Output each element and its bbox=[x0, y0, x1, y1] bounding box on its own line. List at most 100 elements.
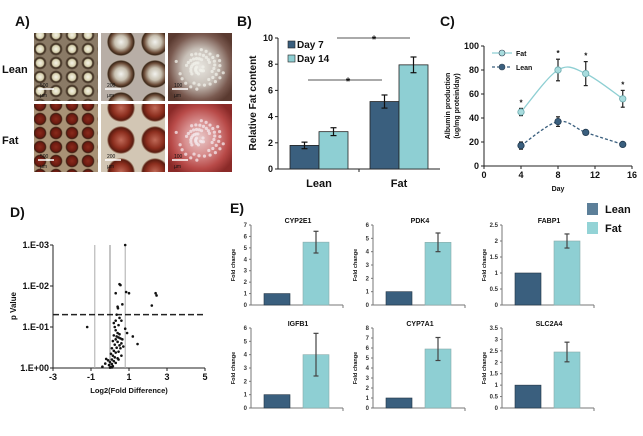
y-axis-label: Fold change bbox=[353, 352, 359, 384]
texture-speck bbox=[190, 72, 194, 76]
scale-bar-unit: µm bbox=[107, 93, 114, 99]
texture-speck bbox=[207, 60, 212, 65]
x-axis-label: Day bbox=[552, 186, 565, 193]
texture-speck bbox=[217, 130, 222, 134]
panel-label-a: A) bbox=[15, 13, 30, 29]
texture-speck bbox=[214, 72, 218, 76]
bar-fat-day14 bbox=[398, 64, 429, 170]
texture-speck bbox=[186, 60, 190, 65]
y-tick-label: 20 bbox=[469, 137, 479, 147]
data-point bbox=[110, 362, 114, 366]
x-tick-label: 1 bbox=[126, 372, 131, 382]
bar-lean-day14 bbox=[318, 131, 349, 170]
texture-speck bbox=[211, 75, 215, 80]
y-tick-label: 2 bbox=[366, 276, 370, 282]
legend-swatch-lean bbox=[587, 203, 598, 215]
bar-lean bbox=[263, 293, 291, 306]
error-bar bbox=[435, 336, 441, 362]
y-tick-label: 3 bbox=[244, 366, 248, 372]
gene-chart-slc2a4: 0 0.5 1 1.5 2 2.5 3 3.5 SLC2A4 Fold change bbox=[482, 321, 595, 412]
y-tick-label: 3 bbox=[495, 337, 499, 343]
legend-swatch-fat bbox=[587, 222, 598, 234]
texture-speck bbox=[196, 132, 200, 136]
data-point bbox=[117, 323, 120, 327]
legend-marker bbox=[498, 49, 506, 57]
micrograph-image bbox=[101, 33, 165, 101]
texture-speck bbox=[184, 152, 188, 156]
texture-speck bbox=[197, 83, 201, 87]
scale-bar-value: 200 bbox=[107, 154, 116, 160]
texture-speck bbox=[213, 134, 217, 138]
data-point bbox=[106, 359, 110, 362]
y-tick-label: 0 bbox=[495, 303, 499, 309]
y-tick-label: 2 bbox=[495, 360, 499, 366]
significance-star: * bbox=[621, 80, 625, 89]
panel-label-e: E) bbox=[230, 200, 244, 216]
data-point-fat bbox=[582, 70, 590, 78]
y-tick-label: 0 bbox=[268, 164, 273, 174]
micrograph-fat-1: 500 µm bbox=[34, 104, 98, 172]
data-point bbox=[114, 361, 117, 365]
scale-bar-value: 100 bbox=[174, 83, 183, 89]
y-tick-label: 80 bbox=[469, 65, 479, 75]
texture-speck bbox=[199, 129, 204, 133]
chart-title: IGFB1 bbox=[288, 321, 309, 328]
y-tick-label: 5 bbox=[366, 236, 370, 242]
significance-star: * bbox=[584, 52, 588, 61]
y-tick-label: 7 bbox=[366, 336, 370, 342]
texture-speck bbox=[208, 123, 212, 127]
data-point bbox=[117, 358, 120, 361]
data-point bbox=[104, 357, 108, 361]
legend-label: Day 14 bbox=[297, 54, 330, 65]
texture-speck bbox=[216, 54, 220, 58]
data-point bbox=[124, 290, 128, 294]
legend-swatch bbox=[287, 54, 296, 63]
row-label-fat: Fat bbox=[2, 135, 19, 147]
texture-speck bbox=[189, 140, 193, 144]
data-point bbox=[107, 363, 111, 367]
y-tick-label: 6 bbox=[244, 234, 248, 240]
data-point bbox=[154, 291, 157, 295]
texture-speck bbox=[192, 152, 196, 156]
texture-speck bbox=[210, 140, 214, 145]
error-bar bbox=[313, 332, 319, 377]
bar-fat bbox=[553, 240, 581, 306]
x-tick-label: 16 bbox=[627, 170, 637, 180]
texture-speck bbox=[202, 154, 207, 158]
texture-speck bbox=[194, 65, 199, 69]
data-point-lean bbox=[554, 118, 562, 126]
data-point bbox=[115, 335, 118, 338]
data-point bbox=[101, 365, 104, 369]
texture-speck bbox=[211, 146, 215, 151]
data-point bbox=[116, 331, 119, 335]
texture-speck bbox=[214, 143, 218, 147]
data-point bbox=[119, 283, 122, 287]
scale-bar-value: 200 bbox=[107, 83, 116, 89]
y-tick-label: 2.5 bbox=[490, 223, 499, 229]
texture-speck bbox=[202, 83, 207, 87]
y-axis-label: Fold change bbox=[353, 249, 359, 281]
data-point bbox=[118, 316, 121, 320]
y-tick-label: 0 bbox=[495, 406, 499, 412]
texture-speck bbox=[198, 123, 202, 127]
y-tick-label: 40 bbox=[469, 113, 479, 123]
panel-label-c: C) bbox=[440, 13, 455, 29]
texture-speck bbox=[192, 128, 196, 132]
bar-lean bbox=[514, 272, 542, 306]
bar-lean bbox=[263, 394, 291, 409]
y-tick-label: 1 bbox=[244, 393, 248, 399]
error-bar bbox=[381, 94, 388, 109]
legend-label: Lean bbox=[516, 65, 532, 72]
texture-speck bbox=[195, 87, 199, 91]
significance-star: * bbox=[372, 34, 377, 46]
y-tick-label: 2.5 bbox=[490, 349, 499, 355]
error-bar bbox=[313, 230, 319, 254]
y-tick-label: 6 bbox=[366, 346, 370, 352]
scale-bar-value: 500 bbox=[40, 83, 49, 89]
texture-speck bbox=[204, 126, 208, 130]
panel-label-b: B) bbox=[237, 13, 252, 29]
texture-speck bbox=[217, 68, 221, 72]
gene-chart-igfb1: 0 1 2 3 4 5 6 IGFB1 Fold change bbox=[231, 321, 344, 412]
texture-speck bbox=[197, 154, 201, 158]
